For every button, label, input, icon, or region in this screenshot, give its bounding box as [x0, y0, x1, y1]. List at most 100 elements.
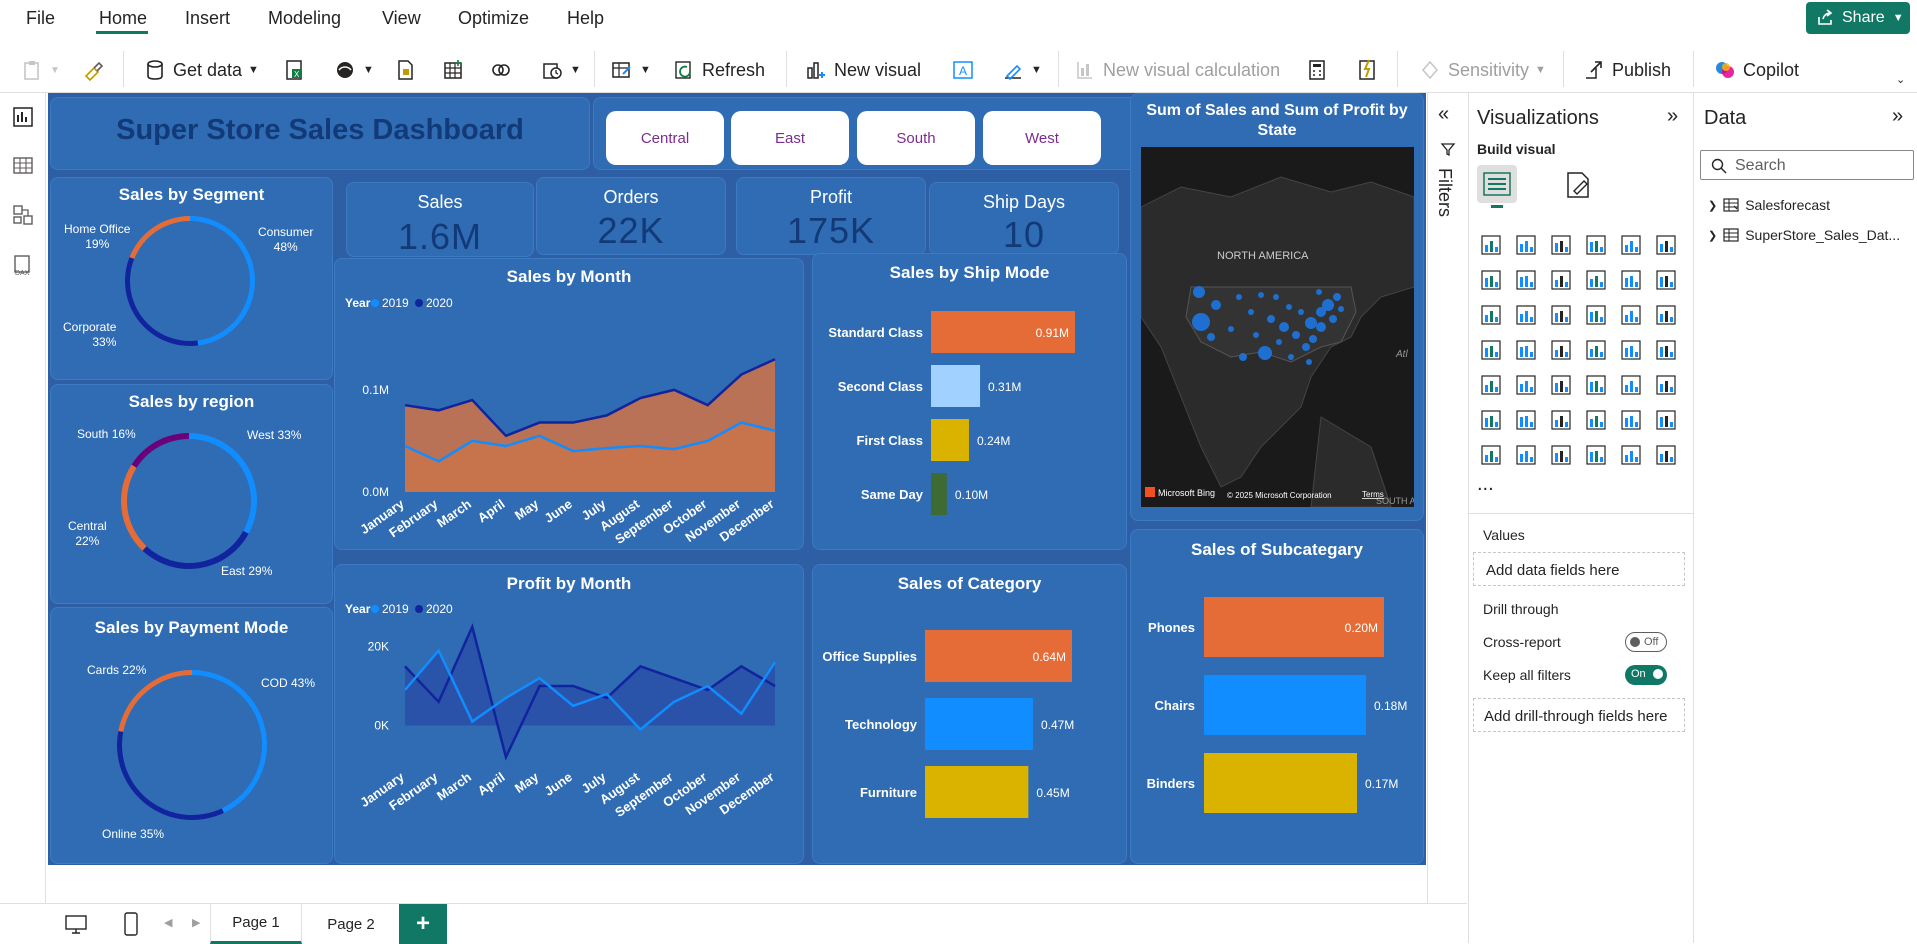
table-view-icon[interactable]	[11, 153, 35, 177]
dax-query-view-icon[interactable]: DAX	[11, 253, 35, 277]
matrix-visual-icon[interactable]	[1619, 373, 1643, 397]
refresh-button[interactable]: Refresh	[672, 57, 765, 83]
slicer-east[interactable]: East	[731, 111, 849, 165]
add-page-button[interactable]: +	[399, 904, 447, 944]
scatter-visual-icon[interactable]	[1584, 303, 1608, 327]
prev-page-icon[interactable]: ◀	[164, 917, 173, 929]
category-chart[interactable]: Office Supplies 0.64M Technology 0.47M Furni…	[813, 565, 1128, 865]
onelake-button[interactable]: ▼	[333, 57, 374, 83]
enter-data-button[interactable]	[441, 57, 465, 83]
line-column-visual-icon[interactable]	[1619, 268, 1643, 292]
mobile-layout-icon[interactable]	[124, 912, 138, 936]
copilot-button[interactable]: Copilot	[1713, 57, 1799, 83]
text-box-button[interactable]: A	[951, 57, 975, 83]
clustered-bar-visual-icon[interactable]	[1549, 233, 1573, 257]
get-data-button[interactable]: Get data ▼	[143, 57, 259, 83]
donut-visual-icon[interactable]	[1654, 303, 1678, 327]
map-visual-icon[interactable]	[1514, 338, 1538, 362]
goals-visual-icon[interactable]	[1654, 408, 1678, 432]
build-visual-tab[interactable]	[1477, 165, 1517, 203]
decomposition-tree-visual-icon[interactable]	[1549, 408, 1573, 432]
tab-page-2[interactable]: Page 2	[327, 915, 375, 933]
smart-narrative-visual-icon[interactable]	[1619, 408, 1643, 432]
table-superstore-sales[interactable]: ❯ SuperStore_Sales_Dat...	[1708, 227, 1900, 243]
share-button[interactable]: Share ▼	[1806, 2, 1910, 34]
region-donut[interactable]	[121, 433, 257, 569]
metrics-visual-icon[interactable]	[1654, 443, 1678, 467]
power-apps-visual-icon[interactable]	[1584, 443, 1608, 467]
table-salesforecast[interactable]: ❯ Salesforecast	[1708, 197, 1830, 213]
cross-report-toggle[interactable]: Off	[1625, 632, 1667, 652]
more-visuals-button[interactable]: ▼	[1001, 57, 1042, 83]
menu-modeling[interactable]: Modeling	[268, 8, 342, 28]
new-visual-calculation-button[interactable]: New visual calculation	[1073, 57, 1280, 83]
slicer-central[interactable]: Central	[606, 111, 724, 165]
line-visual-icon[interactable]	[1479, 268, 1503, 292]
search-box[interactable]: Search	[1700, 150, 1914, 180]
stacked-bar-visual-icon[interactable]	[1479, 233, 1503, 257]
menu-file[interactable]: File	[26, 8, 56, 28]
format-visual-icon[interactable]	[1562, 169, 1594, 201]
paste-button[interactable]: ▼	[20, 57, 60, 83]
kpi-visual-icon[interactable]	[1514, 373, 1538, 397]
100-area-visual-icon[interactable]	[1584, 268, 1608, 292]
more-visuals-icon[interactable]: ...	[1477, 473, 1494, 495]
collapse-ribbon-icon[interactable]: ⌄	[1896, 74, 1906, 86]
pie-visual-icon[interactable]	[1619, 303, 1643, 327]
clustered-column-visual-icon[interactable]	[1584, 233, 1608, 257]
new-card-visual-icon[interactable]	[1514, 443, 1538, 467]
menu-insert[interactable]: Insert	[185, 8, 231, 28]
r-visual-visual-icon[interactable]	[1654, 373, 1678, 397]
stacked-column-visual-icon[interactable]	[1514, 233, 1538, 257]
excel-button[interactable]: X	[283, 57, 307, 83]
waterfall-visual-icon[interactable]	[1514, 303, 1538, 327]
expand-right-icon[interactable]: »	[1667, 105, 1679, 127]
line-clustered-visual-icon[interactable]	[1654, 268, 1678, 292]
key-influencers-visual-icon[interactable]	[1514, 408, 1538, 432]
gauge-visual-icon[interactable]	[1619, 338, 1643, 362]
ship-mode-chart[interactable]: Standard Class 0.91M Second Class 0.31M Firs…	[813, 254, 1128, 551]
slicer-south[interactable]: South	[857, 111, 975, 165]
menu-home[interactable]: Home	[99, 8, 148, 28]
add-drill-through-fields-well[interactable]: Add drill-through fields here	[1473, 698, 1685, 732]
tab-page-1[interactable]: Page 1	[210, 904, 302, 944]
treemap-visual-icon[interactable]	[1479, 338, 1503, 362]
new-visual-button[interactable]: New visual	[804, 57, 921, 83]
add-data-fields-well[interactable]: Add data fields here	[1473, 552, 1685, 586]
next-page-icon[interactable]: ▶	[192, 917, 201, 929]
power-automate-visual-icon[interactable]	[1619, 443, 1643, 467]
transform-data-button[interactable]: ▼	[610, 57, 651, 83]
ribbon-visual-icon[interactable]	[1479, 303, 1503, 327]
recent-button[interactable]: ▼	[540, 57, 581, 83]
sensitivity-button[interactable]: Sensitivity ▼	[1418, 57, 1546, 83]
payment-donut[interactable]	[117, 670, 267, 820]
100-column-visual-icon[interactable]	[1654, 233, 1678, 257]
100-bar-visual-icon[interactable]	[1619, 233, 1643, 257]
filters-pane-collapsed[interactable]: « Filters	[1427, 93, 1467, 903]
desktop-layout-icon[interactable]	[64, 914, 88, 934]
azure-map-visual-icon[interactable]	[1584, 338, 1608, 362]
sales-month-chart[interactable]: Year 2019 20200.1M0.0MJanuaryFebruaryMarch…	[335, 259, 805, 551]
publish-button[interactable]: Publish	[1582, 57, 1671, 83]
report-view-icon[interactable]	[11, 105, 35, 129]
button-slicer-visual-icon[interactable]	[1549, 443, 1573, 467]
slicer-visual-icon[interactable]	[1549, 373, 1573, 397]
menu-view[interactable]: View	[382, 8, 421, 28]
filled-map-visual-icon[interactable]	[1549, 338, 1573, 362]
collapse-left-icon[interactable]: «	[1438, 103, 1450, 125]
funnel-visual-icon[interactable]	[1549, 303, 1573, 327]
stacked-area-visual-icon[interactable]	[1549, 268, 1573, 292]
dataverse-button[interactable]	[393, 57, 417, 83]
new-measure-button[interactable]	[1305, 57, 1329, 83]
table-visual-icon[interactable]	[1584, 373, 1608, 397]
card-visual-icon[interactable]	[1654, 338, 1678, 362]
segment-donut[interactable]	[125, 216, 255, 346]
keep-filters-toggle[interactable]: On	[1625, 665, 1667, 685]
format-painter-button[interactable]	[82, 57, 106, 83]
menu-help[interactable]: Help	[567, 8, 605, 28]
expand-right-icon[interactable]: »	[1892, 105, 1904, 127]
quick-measure-button[interactable]	[1355, 57, 1379, 83]
recent-sources-button[interactable]	[489, 57, 513, 83]
subcategory-chart[interactable]: Phones 0.20M Chairs 0.18M Binders 0.17M	[1131, 530, 1425, 865]
